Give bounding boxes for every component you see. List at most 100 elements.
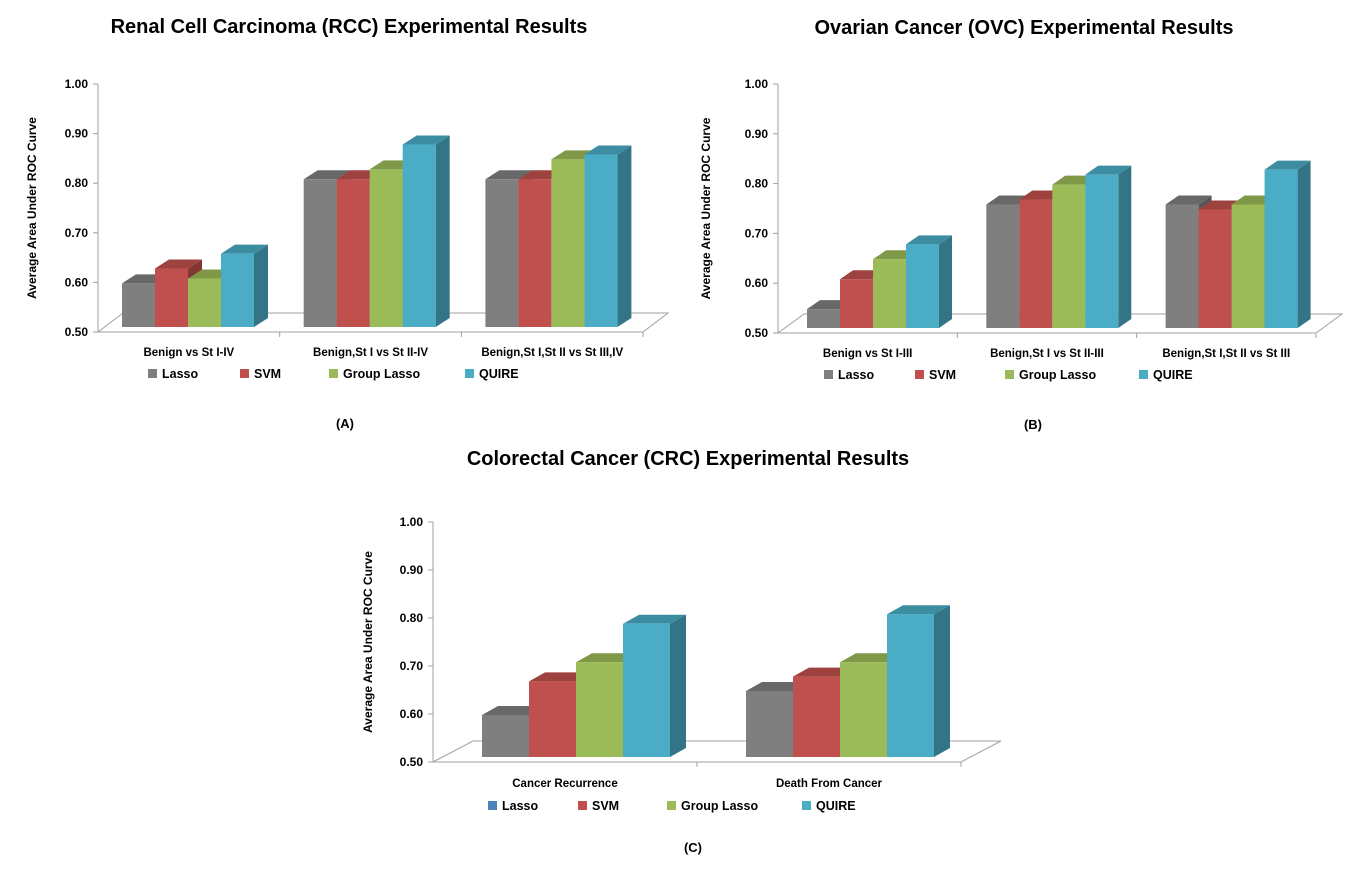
x-category-label: Benign vs St I-IV	[143, 347, 234, 359]
y-tick-label: 0.80	[65, 176, 89, 190]
bar-side	[939, 235, 952, 328]
bar-side	[254, 244, 268, 327]
legend-label: QUIRE	[816, 799, 856, 813]
legend-label: Lasso	[502, 799, 538, 813]
bar-front	[336, 179, 370, 327]
legend-item: Group Lasso	[1005, 368, 1096, 382]
bar-front	[584, 154, 618, 327]
legend-swatch	[824, 370, 833, 379]
legend-item: QUIRE	[1139, 368, 1193, 382]
x-category-label: Benign,St I,St II vs St III,IV	[481, 347, 623, 359]
y-tick-label: 0.60	[400, 707, 424, 721]
bar-top	[155, 259, 202, 269]
y-tick-label: 1.00	[65, 77, 89, 91]
bar-front	[1264, 169, 1298, 328]
y-tick-label: 0.90	[745, 127, 769, 141]
legend-label: Group Lasso	[681, 799, 758, 813]
bar-front	[482, 715, 529, 757]
bar-front	[188, 278, 221, 327]
bar-front	[873, 259, 906, 328]
x-category-label: Cancer Recurrence	[512, 778, 617, 790]
legend-item: Lasso	[824, 368, 874, 382]
legend-label: Lasso	[162, 367, 198, 381]
panel-label: (C)	[684, 840, 702, 855]
y-axis-label: Average Area Under ROC Curve	[361, 551, 375, 733]
bar-top	[1165, 195, 1212, 205]
bar-top	[887, 605, 950, 615]
chart-title: Ovarian Cancer (OVC) Experimental Result…	[814, 17, 1233, 39]
bar-quire	[887, 605, 950, 757]
legend-item: Group Lasso	[329, 367, 420, 381]
x-category-label: Benign,St I vs St II-IV	[313, 347, 428, 359]
bar-front	[221, 253, 254, 327]
bar-front	[840, 279, 873, 328]
panel-label: (A)	[336, 416, 354, 431]
legend-label: SVM	[929, 368, 956, 382]
y-tick-label: 0.60	[65, 275, 89, 289]
bar-front	[303, 179, 337, 327]
bar-quire	[221, 244, 268, 327]
bar-front	[529, 681, 576, 757]
bar-side	[1297, 160, 1311, 328]
bar-side	[1118, 165, 1132, 328]
y-tick-label: 0.90	[400, 563, 424, 577]
bar-front	[1198, 209, 1232, 328]
legend-label: QUIRE	[1153, 368, 1193, 382]
legend-swatch	[1139, 370, 1148, 379]
y-tick-label: 0.70	[65, 226, 89, 240]
bar-quire	[1264, 160, 1311, 328]
legend-swatch	[148, 369, 157, 378]
legend-item: SVM	[240, 367, 281, 381]
bar-top	[906, 235, 952, 245]
bar-front	[906, 244, 939, 328]
legend-label: Lasso	[838, 368, 874, 382]
bar-front	[1165, 204, 1199, 328]
bar-side	[934, 605, 950, 757]
legend-item: SVM	[915, 368, 956, 382]
bar-top	[221, 244, 268, 254]
bar-top	[303, 170, 351, 180]
x-category-label: Death From Cancer	[776, 778, 883, 790]
y-tick-label: 0.80	[400, 611, 424, 625]
bar-top	[485, 170, 533, 180]
bar-front	[402, 144, 436, 327]
bar-front	[551, 159, 585, 327]
legend-label: SVM	[592, 799, 619, 813]
legend-swatch	[329, 369, 338, 378]
x-category-label: Benign,St I,St II vs St III	[1162, 348, 1290, 360]
bar-side	[670, 614, 686, 757]
bar-front	[576, 662, 623, 757]
y-tick-label: 0.70	[400, 659, 424, 673]
legend-swatch	[915, 370, 924, 379]
bar-front	[746, 691, 793, 757]
bar-front	[623, 623, 670, 757]
bar-front	[369, 169, 403, 327]
bar-front	[840, 662, 887, 757]
x-category-label: Benign,St I vs St II-III	[990, 348, 1104, 360]
legend-label: Group Lasso	[1019, 368, 1096, 382]
y-tick-label: 0.50	[745, 326, 769, 340]
bar-top	[584, 145, 632, 155]
chart-panel-1: Ovarian Cancer (OVC) Experimental Result…	[699, 17, 1344, 432]
bar-front	[887, 614, 934, 757]
bar-quire	[402, 135, 450, 327]
legend-item: Group Lasso	[667, 799, 758, 813]
y-tick-label: 0.60	[745, 276, 769, 290]
bar-front	[122, 283, 155, 327]
legend-swatch	[465, 369, 474, 378]
x-category-label: Benign vs St I-III	[823, 348, 912, 360]
legend-item: SVM	[578, 799, 619, 813]
bar-front	[155, 268, 188, 327]
legend-item: Lasso	[148, 367, 198, 381]
legend-item: QUIRE	[802, 799, 856, 813]
chart-title: Colorectal Cancer (CRC) Experimental Res…	[467, 448, 909, 470]
bar-front	[1085, 174, 1119, 328]
y-tick-label: 0.70	[745, 226, 769, 240]
legend-label: Group Lasso	[343, 367, 420, 381]
y-tick-label: 1.00	[400, 515, 424, 529]
chart-panel-2: Colorectal Cancer (CRC) Experimental Res…	[361, 448, 1002, 855]
y-axis-label: Average Area Under ROC Curve	[25, 117, 39, 299]
bar-front	[1019, 199, 1053, 328]
legend-swatch	[1005, 370, 1014, 379]
